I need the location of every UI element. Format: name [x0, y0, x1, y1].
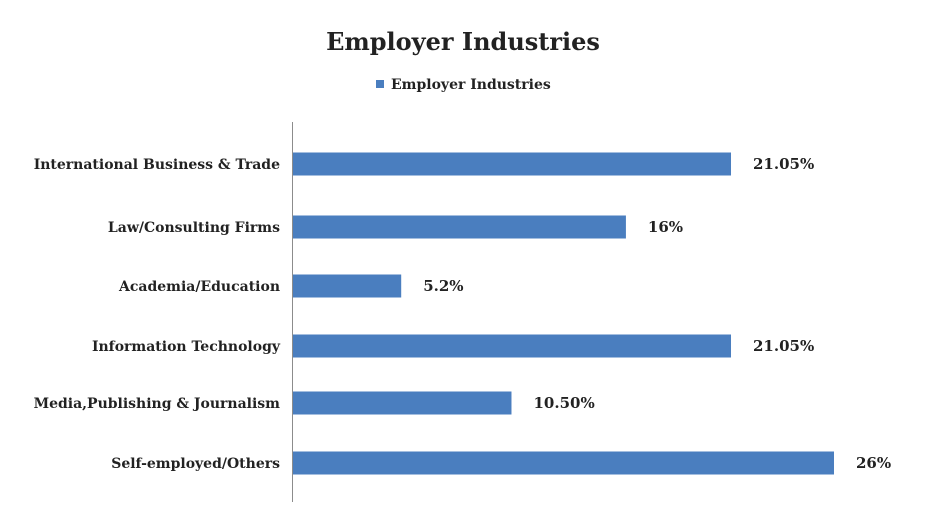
data-labels-group: 21.05% 16% 5.2% 21.05% 10.50% 26%: [423, 155, 891, 472]
data-label: 5.2%: [423, 277, 463, 295]
category-label: Media,Publishing & Journalism: [34, 396, 281, 412]
bar: [293, 451, 834, 475]
category-label: Law/Consulting Firms: [108, 220, 280, 236]
data-label: 10.50%: [533, 394, 594, 412]
data-label: 16%: [648, 218, 683, 236]
legend-swatch: [376, 80, 384, 88]
category-label: International Business & Trade: [34, 157, 280, 173]
bar: [293, 334, 732, 358]
category-label: Information Technology: [92, 339, 281, 355]
data-label: 21.05%: [753, 155, 814, 173]
data-label: 26%: [856, 454, 891, 472]
bar: [293, 391, 512, 415]
bars-group: [293, 152, 834, 475]
bar: [293, 215, 626, 239]
category-label: Academia/Education: [118, 279, 280, 295]
bar: [293, 274, 402, 298]
legend-label: Employer Industries: [391, 77, 551, 93]
category-label: Self-employed/Others: [111, 456, 280, 472]
bar: [293, 152, 732, 176]
category-labels-group: International Business & Trade Law/Consul…: [34, 157, 281, 472]
data-label: 21.05%: [753, 337, 814, 355]
legend: Employer Industries: [376, 77, 551, 93]
chart-title: Employer Industries: [326, 27, 600, 56]
